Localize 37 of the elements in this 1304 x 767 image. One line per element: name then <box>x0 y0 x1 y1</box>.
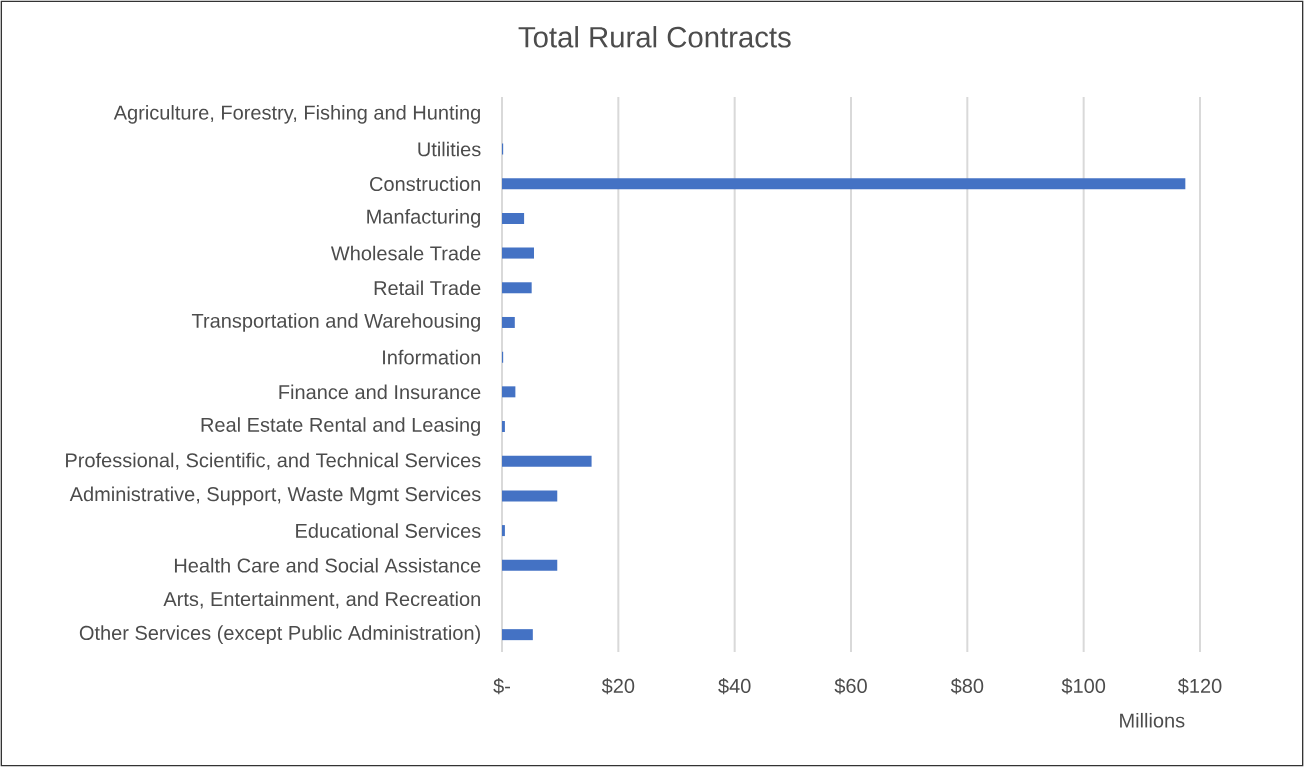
y-tick-label: Administrative, Support, Waste Mgmt Services <box>69 486 481 506</box>
y-tick-label: Finance and Insurance <box>279 384 481 400</box>
x-tick-label: $120 <box>1177 678 1222 695</box>
y-tick-label: Agriculture, Forestry, Fishing and Hunting <box>113 105 480 124</box>
y-tick-label: Other Services (except Public Administration) <box>79 625 480 644</box>
bar <box>502 525 505 537</box>
y-tick-label: Manfacturing <box>367 209 480 228</box>
bar <box>502 247 534 259</box>
y-tick-label: Construction <box>370 176 480 192</box>
bar <box>502 212 525 224</box>
y-tick-label: Transportation and Warehousing <box>191 313 480 332</box>
x-tick-label: $80 <box>950 678 984 695</box>
x-axis-title: Millions <box>1120 712 1185 728</box>
y-tick-label: Utilities <box>418 141 481 157</box>
bar <box>502 629 533 641</box>
chart-title: Total Rural Contracts <box>518 26 791 48</box>
x-tick-label: $- <box>493 678 510 695</box>
bar <box>502 282 532 294</box>
y-tick-label: Arts, Entertainment, and Recreation <box>163 591 480 609</box>
x-tick-label: $20 <box>601 678 635 695</box>
bar <box>502 559 558 571</box>
bar <box>502 386 516 398</box>
x-tick-label: $40 <box>718 678 751 695</box>
bar <box>502 421 505 433</box>
bar <box>502 455 592 467</box>
x-tick-label: $100 <box>1061 678 1106 695</box>
bar <box>502 490 558 502</box>
y-tick-label: Health Care and Social Assistance <box>174 557 481 573</box>
y-tick-label: Real Estate Rental and Leasing <box>201 417 480 436</box>
bar <box>502 316 515 328</box>
y-tick-label: Information <box>383 349 480 365</box>
bar <box>502 178 1186 190</box>
y-tick-label: Retail Trade <box>374 280 481 296</box>
y-tick-label: Educational Services <box>296 523 481 538</box>
y-tick-label: Professional, Scientific, and Technical Services <box>66 452 481 470</box>
x-tick-label: $60 <box>834 678 867 695</box>
y-tick-label: Wholesale Trade <box>330 245 481 261</box>
